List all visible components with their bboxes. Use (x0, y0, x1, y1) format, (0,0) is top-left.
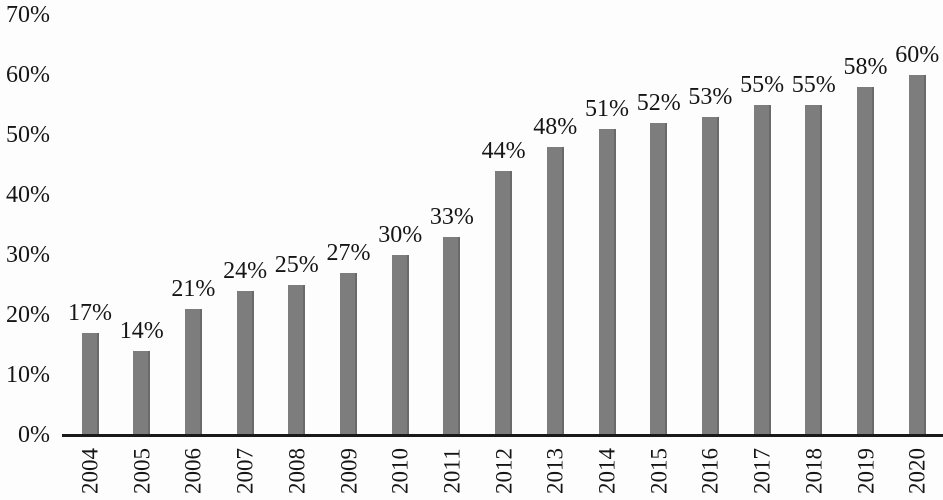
bar-value-label: 52% (636, 89, 681, 116)
bar-2018 (805, 105, 823, 435)
bar-2006 (184, 309, 202, 435)
x-tick-label-2004: 2004 (77, 448, 103, 494)
bar-2008 (288, 285, 306, 435)
bar-value-label: 51% (585, 95, 629, 122)
y-tick-label-10: 10% (6, 362, 50, 388)
bar-value-label: 60% (895, 41, 940, 68)
bar-2004 (81, 333, 99, 435)
y-tick-label-50: 50% (6, 122, 50, 148)
bar-value-label: 24% (223, 257, 268, 284)
bar-value-label: 17% (68, 299, 112, 326)
y-tick-label-0: 0% (18, 422, 50, 448)
bar-value-label: 53% (688, 83, 733, 110)
y-tick-label-20: 20% (6, 302, 50, 328)
bar-value-label: 14% (119, 317, 164, 344)
bar-2009 (340, 273, 357, 435)
bar-value-label: 44% (481, 137, 526, 164)
x-tick-label-2008: 2008 (284, 448, 310, 494)
x-tick-label-2013: 2013 (542, 448, 568, 494)
bar-value-label: 21% (171, 275, 216, 302)
bar-2012 (495, 171, 513, 435)
x-axis-line (62, 434, 943, 437)
x-tick-label-2020: 2020 (904, 448, 930, 494)
x-tick-label-2006: 2006 (180, 448, 206, 494)
x-tick-label-2019: 2019 (853, 448, 878, 494)
bar-value-label: 25% (274, 251, 319, 278)
bar-2015 (650, 123, 668, 435)
bar-value-label: 58% (843, 53, 888, 80)
y-tick-label-40: 40% (6, 182, 50, 208)
x-tick-label-2016: 2016 (697, 448, 723, 494)
bar-value-label: 48% (533, 113, 578, 140)
x-tick-label-2012: 2012 (491, 448, 517, 494)
x-tick-label-2005: 2005 (129, 448, 155, 494)
bar-value-label: 55% (791, 71, 836, 98)
bar-2020 (908, 75, 926, 435)
bar-value-label: 55% (740, 71, 785, 98)
x-tick-label-2011: 2011 (439, 448, 465, 494)
bar-2013 (546, 147, 564, 435)
bar-2017 (753, 105, 771, 435)
y-tick-label-30: 30% (6, 242, 50, 268)
x-tick-label-2017: 2017 (749, 448, 775, 494)
bar-value-label: 30% (378, 221, 423, 248)
bar-value-label: 27% (326, 239, 371, 266)
x-tick-label-2010: 2010 (387, 448, 413, 494)
x-tick-label-2018: 2018 (801, 448, 827, 494)
y-tick-label-70: 70% (6, 2, 50, 28)
bar-2007 (236, 291, 254, 435)
bar-2019 (857, 87, 874, 435)
x-tick-label-2014: 2014 (594, 448, 620, 494)
x-tick-label-2009: 2009 (336, 448, 361, 494)
bar-2014 (598, 129, 616, 435)
y-tick-label-60: 60% (6, 62, 50, 88)
bar-2010 (391, 255, 409, 435)
x-tick-label-2007: 2007 (232, 448, 258, 494)
bar-value-label: 33% (429, 203, 474, 230)
bar-2005 (133, 351, 151, 435)
x-tick-label-2015: 2015 (646, 448, 672, 494)
bar-2016 (701, 117, 719, 435)
bar-2011 (443, 237, 461, 435)
